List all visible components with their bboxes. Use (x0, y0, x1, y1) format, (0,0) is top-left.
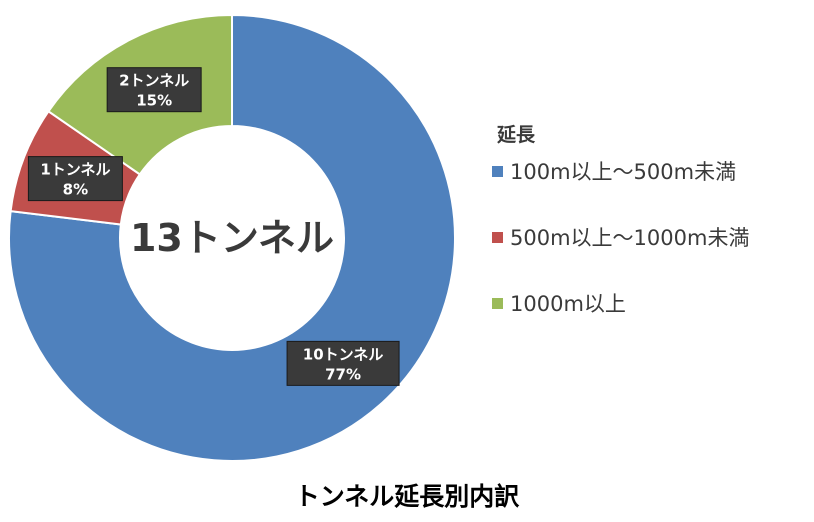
slice-1-percent-label: 77% (325, 365, 361, 383)
slice-1-data-label-box (286, 340, 400, 386)
slice-1-legend-label: 100m以上～500m未満 (510, 160, 736, 184)
slice-1-legend-swatch (492, 166, 503, 177)
slice-2-data-label-box (27, 156, 123, 202)
slice-3-percent-label: 15% (136, 92, 172, 110)
slice-2-legend-label: 500m以上～1000m未満 (510, 226, 749, 250)
slice-3-count-label: 2トンネル (119, 72, 189, 90)
slice-2-legend-swatch (492, 232, 503, 243)
slice-1-count-label: 10トンネル (303, 345, 384, 363)
legend: 延長 100m以上～500m未満 500m以上～1000m未満 1000m以上 (492, 124, 749, 316)
slice-1-data-label: 10トンネル 77% (286, 340, 400, 386)
slice-2-count-label: 1トンネル (40, 161, 110, 179)
legend-title: 延長 (496, 124, 536, 146)
slice-2-percent-label: 8% (63, 181, 88, 199)
slice-3-data-label-box (106, 67, 202, 113)
data-labels: 10トンネル 77% 1トンネル 8% 2トンネル 15% (27, 67, 400, 386)
slice-3-data-label: 2トンネル 15% (106, 67, 202, 113)
slice-2-data-label: 1トンネル 8% (27, 156, 123, 202)
slice-3-legend-swatch (492, 298, 503, 309)
center-total-label: 13トンネル (130, 216, 334, 260)
chart-caption: トンネル延長別内訳 (295, 482, 521, 511)
slice-3-legend-label: 1000m以上 (510, 292, 626, 316)
